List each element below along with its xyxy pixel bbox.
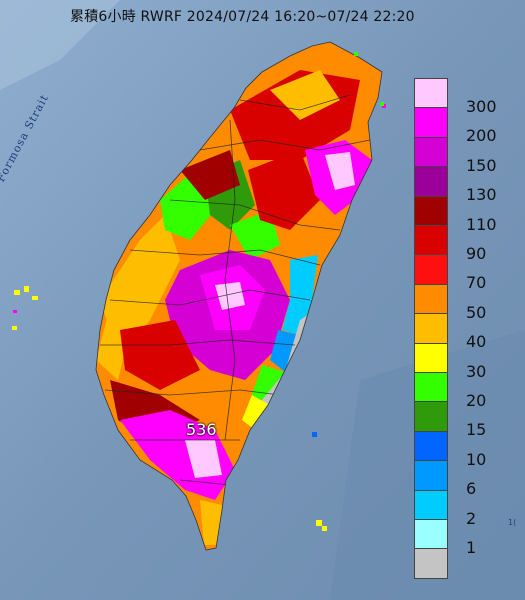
legend-label: 90 xyxy=(466,244,487,263)
legend-label: 15 xyxy=(466,420,487,440)
legend-swatch xyxy=(414,401,448,432)
legend-swatch xyxy=(414,548,448,579)
map-title: 累積6小時 RWRF 2024/07/24 16:20~07/24 22:20 xyxy=(70,9,415,25)
edge-label: 1( xyxy=(508,518,517,527)
legend-swatch xyxy=(414,225,448,256)
legend-swatch xyxy=(414,78,448,109)
cloud-texture xyxy=(0,0,120,90)
coastline xyxy=(95,41,383,551)
legend-swatch xyxy=(414,166,448,197)
offshore-rain xyxy=(12,286,327,531)
peak-rainfall-value: 536 xyxy=(186,420,217,439)
legend-swatch xyxy=(414,283,448,315)
legend-swatch xyxy=(414,342,448,373)
legend-swatch xyxy=(414,195,448,226)
legend-label: 300 xyxy=(466,97,497,116)
legend-swatch xyxy=(414,460,448,491)
legend-swatch xyxy=(414,372,448,403)
legend-swatch xyxy=(414,519,448,550)
legend-swatch xyxy=(414,313,448,344)
legend-label: 2 xyxy=(466,508,477,528)
legend-swatch xyxy=(414,107,448,138)
legend-label: 110 xyxy=(466,214,497,234)
legend-label: 30 xyxy=(466,361,487,381)
legend-label: 20 xyxy=(466,391,487,410)
legend-swatch xyxy=(414,136,448,168)
legend-label: 40 xyxy=(466,332,487,352)
legend-label: 6 xyxy=(466,479,477,499)
legend-label: 130 xyxy=(466,185,497,205)
legend-label: 200 xyxy=(466,126,497,146)
legend-label: 150 xyxy=(466,155,497,175)
legend-label: 50 xyxy=(466,302,487,322)
legend-label: 70 xyxy=(466,273,487,293)
legend-swatch xyxy=(414,254,448,285)
legend-label: 1 xyxy=(466,538,477,557)
legend-swatch xyxy=(414,430,448,462)
legend-swatch xyxy=(414,489,448,520)
legend-label: 10 xyxy=(466,449,487,469)
